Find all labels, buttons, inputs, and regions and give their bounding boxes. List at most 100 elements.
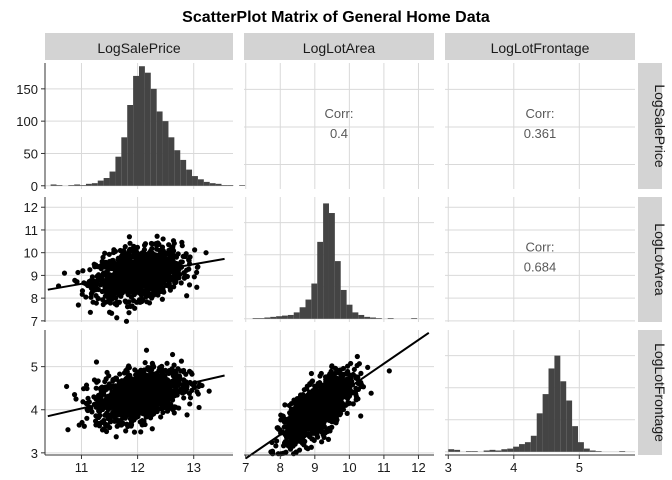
scatter-point [145,287,151,293]
scatter-point [145,410,151,417]
histogram-bar [370,317,376,319]
scatter-point [122,244,128,250]
scatter-point [171,277,177,283]
corr-label: Corr: [526,106,555,121]
scatter-point [171,273,177,279]
y-tick-label: 4 [31,403,38,418]
scatter-point [127,240,133,246]
strip-right-logsaleprice [638,63,662,189]
scatter-point [121,279,127,286]
scatter-point [102,421,108,427]
scatter-point [320,408,327,414]
corr-value: 0.684 [524,260,557,275]
scatter-point [166,242,172,248]
scatter-point [138,429,144,435]
scatter-point [65,427,71,433]
histogram-bar [293,312,300,319]
scatter-point [106,260,112,266]
scatter-point [90,299,96,305]
scatter-point [147,402,153,409]
histogram-bar [346,304,353,319]
strip-top-label: LogLotArea [303,40,376,56]
scatter-point [351,366,357,373]
scatter-point [138,381,144,387]
histogram-bar [287,314,294,319]
scatter-point [174,269,180,275]
scatter-point [149,285,155,292]
scatter-point [334,413,340,419]
scatter-point [297,438,303,444]
scatter-point [142,241,149,247]
scatter-point [151,411,157,417]
scatter-point [80,268,86,274]
scatter-point [178,280,184,286]
strip-top-label: LogLotFrontage [491,40,590,56]
histogram-bar [323,203,329,319]
scatter-point [186,266,192,272]
scatter-point [315,426,321,432]
scatter-point [135,299,142,305]
scatter-point [355,374,361,380]
scatter-point [97,412,103,419]
scatter-point [135,369,141,375]
scatter-point [95,286,101,293]
scatter-point [61,270,68,276]
histogram-bar [197,179,204,186]
scatter-point [169,395,175,401]
scatter-point [104,285,110,291]
scatter-point [99,258,105,265]
scatter-point [164,389,170,395]
scatter-point [196,383,202,390]
scatter-point [358,370,364,376]
scatter-point [279,416,285,422]
scatter-point [187,395,194,401]
scatter-point [93,413,99,419]
scatter-point [119,420,126,426]
scatter-point [143,385,149,391]
x-tick-label: 9 [311,460,318,475]
scatter-point [355,386,362,392]
histogram-bar [554,355,561,452]
scatter-point [316,390,322,396]
scatter-point [111,247,117,253]
scatter-point [138,386,144,392]
histogram-bar [317,241,324,319]
scatter-point [93,359,100,365]
histogram-bar [50,184,57,186]
scatter-point [337,381,343,387]
strip-top-loglotarea [244,33,434,60]
histogram-bar [168,137,175,186]
scatter-point [338,396,344,402]
scatter-point [302,399,309,406]
scatter-point [365,364,371,371]
scatter-point [151,398,158,404]
scatter-point [131,397,137,404]
scatter-point [155,256,161,262]
histogram-bar [305,299,312,319]
scatter-point [293,400,299,406]
scatter-point [131,243,137,249]
x-tick-label: 12 [411,460,425,475]
scatter-point [152,272,159,279]
fit-line [47,257,225,291]
scatter-point [140,400,146,406]
scatter-point [155,287,161,293]
histogram-bar [524,442,531,452]
scatter-point [289,408,295,414]
scatter-point [102,271,108,278]
strip-top-loglotfrontage [445,33,635,60]
histogram-bar [375,318,382,319]
histogram-bar [364,316,371,319]
scatter-point [97,407,104,413]
histogram-bar [542,394,549,452]
scatter-point [194,264,200,270]
scatter-point [96,272,102,278]
scatter-point [170,238,177,244]
scatter-point [87,267,93,273]
scatter-point [183,251,189,257]
histogram-bar [91,183,98,186]
histogram-bar [180,159,187,186]
scatter-point [122,401,128,407]
scatter-point [109,296,115,302]
scatter-point [113,261,120,267]
